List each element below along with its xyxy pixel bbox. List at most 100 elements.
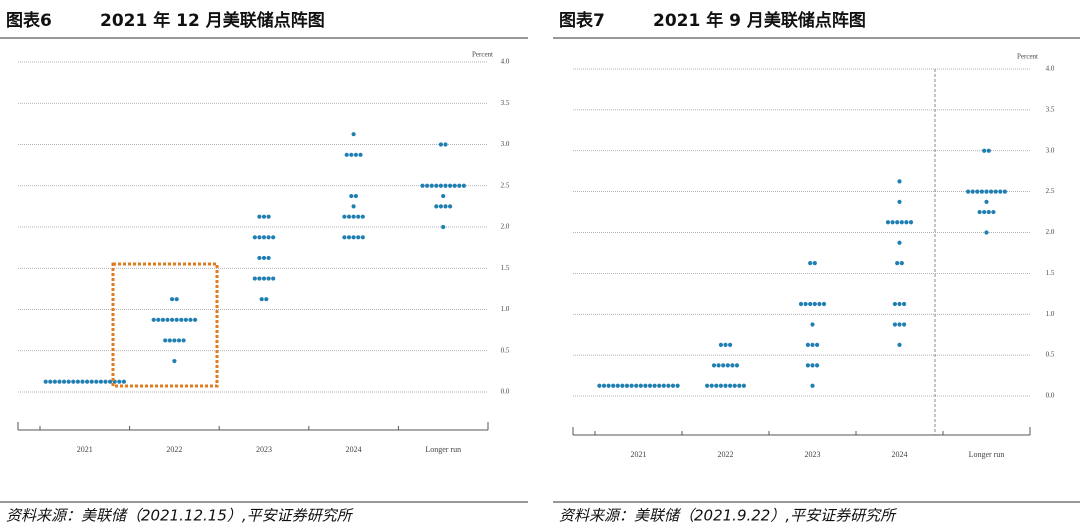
dot xyxy=(94,379,99,384)
dot xyxy=(43,379,48,384)
dot xyxy=(993,189,998,194)
dot xyxy=(121,379,126,384)
dot xyxy=(62,379,67,384)
dot xyxy=(443,204,448,209)
dot xyxy=(966,189,971,194)
dot xyxy=(360,235,365,240)
y-tick-label: 2.0 xyxy=(501,223,510,231)
dot xyxy=(601,383,607,388)
source-note: 资料来源：美联储（2021.12.15）,平安证券研究所 xyxy=(6,507,354,525)
figure-label: 图表6 xyxy=(6,10,52,31)
dot xyxy=(810,383,815,388)
dot-row xyxy=(718,342,733,348)
dot xyxy=(434,204,439,209)
dot xyxy=(798,301,804,307)
dot xyxy=(975,189,980,194)
dot-row xyxy=(441,193,446,199)
dot xyxy=(899,261,904,266)
dot xyxy=(620,383,625,388)
dot xyxy=(266,255,271,261)
dot xyxy=(441,224,446,230)
dot xyxy=(108,379,113,384)
dot xyxy=(670,383,676,388)
dot xyxy=(615,383,620,388)
dot xyxy=(624,383,630,388)
dot xyxy=(897,179,902,184)
dot xyxy=(261,276,267,281)
dot xyxy=(356,235,361,240)
dot xyxy=(188,317,193,322)
dot xyxy=(151,317,156,322)
dot-row xyxy=(984,199,989,204)
dot xyxy=(170,297,175,302)
dot xyxy=(675,383,680,388)
dot xyxy=(899,220,904,225)
y-tick-label: 3.5 xyxy=(1046,105,1055,113)
y-tick-label: 3.5 xyxy=(501,99,510,107)
dot xyxy=(638,383,643,388)
dot xyxy=(634,383,639,388)
x-tick-label: 2022 xyxy=(718,450,734,459)
y-axis-label: Percent xyxy=(1017,53,1038,61)
dot-row xyxy=(259,297,269,302)
dot xyxy=(257,255,262,261)
dot xyxy=(257,276,262,281)
dot xyxy=(80,379,85,384)
dot xyxy=(979,189,985,194)
dot xyxy=(666,383,671,388)
dot xyxy=(271,276,276,281)
highlight-box xyxy=(111,262,219,388)
dot xyxy=(661,383,666,388)
y-tick-label: 1.0 xyxy=(501,305,510,313)
dot-row xyxy=(163,338,186,343)
dot xyxy=(429,183,434,188)
dot xyxy=(48,379,53,384)
dot xyxy=(358,152,363,157)
dot xyxy=(261,214,267,219)
dot xyxy=(732,383,737,388)
x-tick-label: 2023 xyxy=(256,445,272,454)
dot xyxy=(346,214,352,219)
dot xyxy=(344,152,349,157)
dot xyxy=(897,199,902,204)
dot-row xyxy=(897,199,902,204)
dot xyxy=(897,301,902,307)
dot xyxy=(728,383,733,388)
dot xyxy=(892,301,898,307)
y-tick-label: 1.5 xyxy=(1046,269,1055,277)
dot xyxy=(176,338,182,343)
dot xyxy=(266,214,271,219)
dot-row xyxy=(705,383,747,388)
dot xyxy=(817,301,822,307)
dot xyxy=(647,383,653,388)
source-note: 资料来源：美联储（2021.9.22）,平安证券研究所 xyxy=(559,507,897,525)
dot xyxy=(986,148,991,153)
dot xyxy=(52,379,58,384)
dot xyxy=(443,183,448,188)
dot-row xyxy=(805,363,820,368)
dot xyxy=(885,220,891,225)
dot xyxy=(810,322,815,327)
dot-row xyxy=(597,383,680,388)
dot xyxy=(103,379,108,384)
dot-row xyxy=(798,301,827,307)
dot xyxy=(984,230,989,235)
dot xyxy=(982,148,987,153)
dot xyxy=(606,383,611,388)
dot xyxy=(75,379,80,384)
dot xyxy=(193,317,198,322)
dot xyxy=(266,235,271,240)
dot-row xyxy=(810,322,815,327)
dot xyxy=(160,317,165,322)
dot-row xyxy=(897,179,902,184)
chart-title: 2021 年 9 月美联储点阵图 xyxy=(653,10,866,31)
dot-row xyxy=(257,255,271,261)
dot xyxy=(904,220,909,225)
dot xyxy=(165,317,170,322)
dot xyxy=(652,383,657,388)
dot xyxy=(709,383,714,388)
dot-row xyxy=(420,183,466,188)
dot xyxy=(351,235,356,240)
dot xyxy=(897,240,902,245)
dot xyxy=(902,301,907,307)
